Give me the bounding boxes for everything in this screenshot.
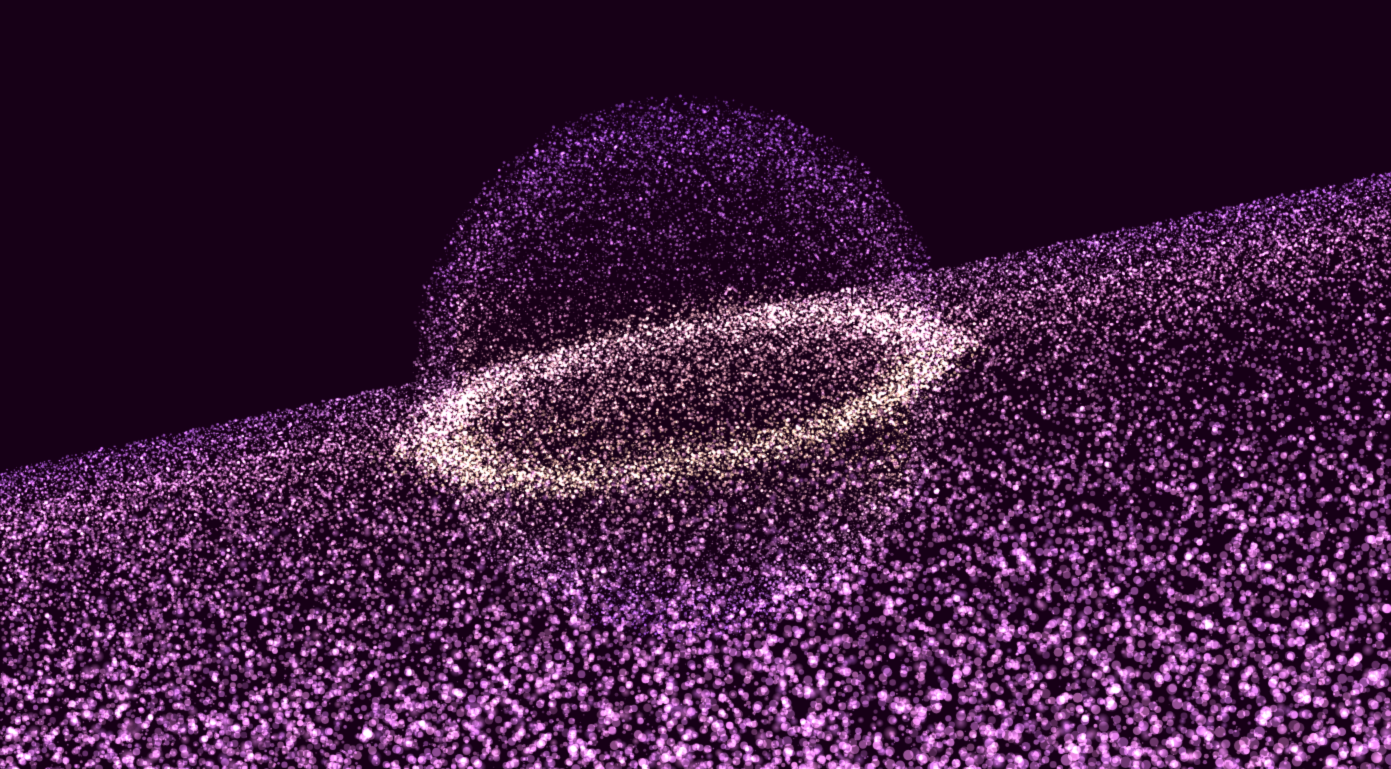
particle-sphere-ribbon-render [0, 0, 1391, 769]
particle-scene-viewport [0, 0, 1391, 769]
